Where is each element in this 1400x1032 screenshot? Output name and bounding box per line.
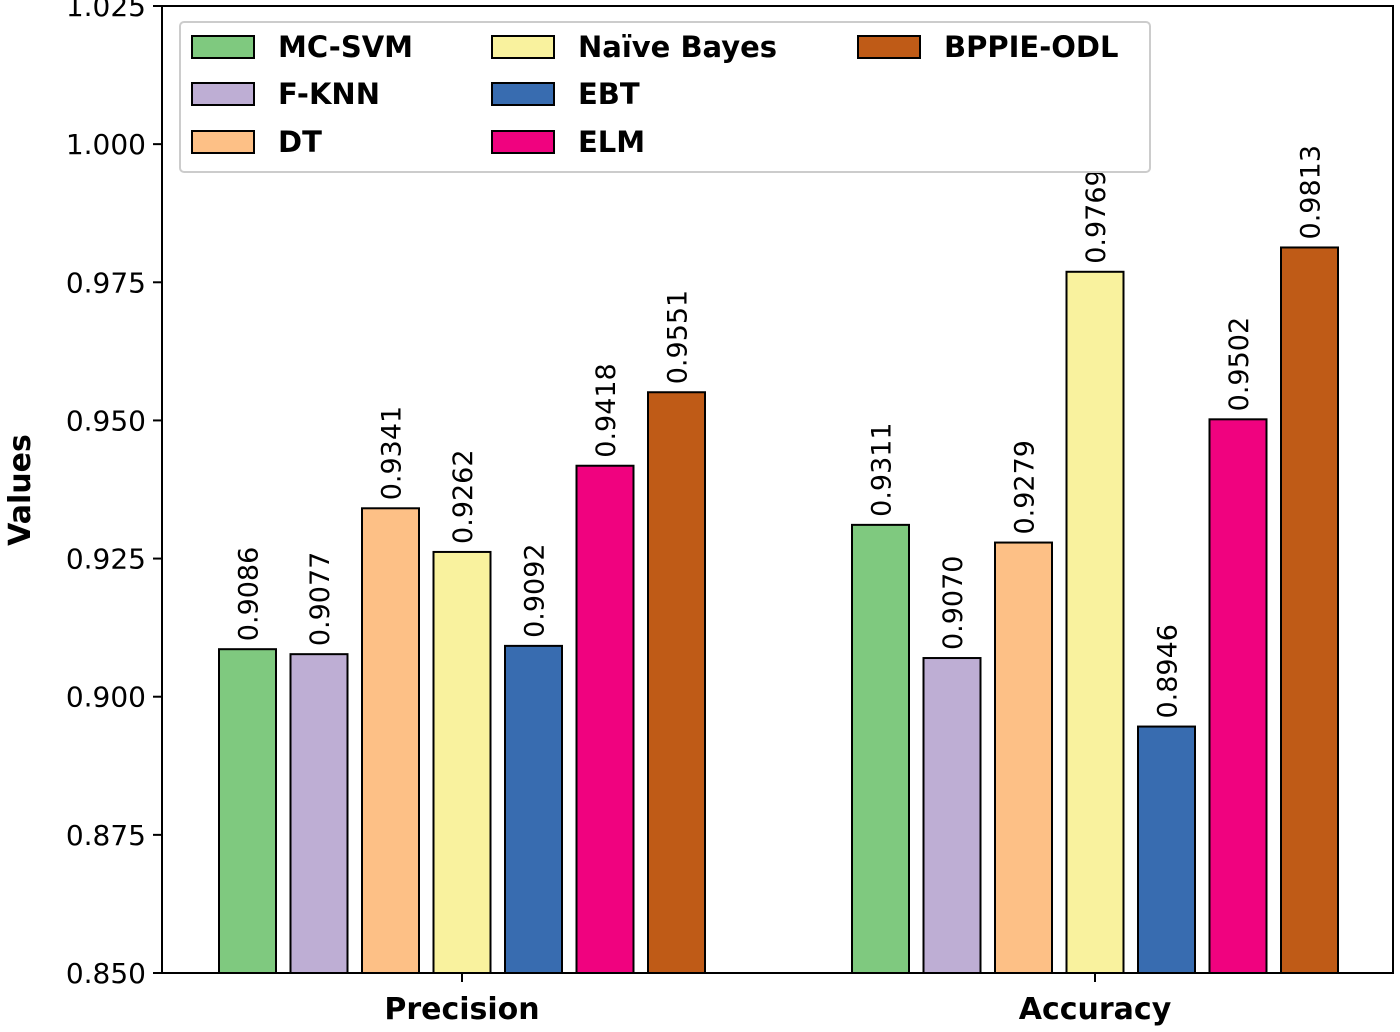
bar-bppie-odl-accuracy bbox=[1280, 246, 1339, 975]
legend-swatch bbox=[491, 130, 555, 154]
legend-label: MC-SVM bbox=[278, 30, 413, 64]
bar-dt-precision bbox=[361, 507, 420, 974]
legend-swatch bbox=[857, 35, 921, 59]
bar-f-knn-accuracy bbox=[922, 657, 982, 975]
data-label: 0.9311 bbox=[867, 422, 898, 516]
legend-swatch bbox=[191, 35, 255, 59]
data-label: 0.9341 bbox=[377, 406, 408, 500]
legend-swatch bbox=[491, 82, 555, 106]
data-label: 0.9092 bbox=[520, 543, 551, 637]
x-tick-label-precision: Precision bbox=[384, 992, 539, 1027]
y-tick-label: 1.000 bbox=[66, 128, 146, 161]
legend-label: ELM bbox=[578, 125, 645, 159]
bar-bppie-odl-precision bbox=[647, 391, 706, 974]
legend-label: DT bbox=[278, 125, 322, 159]
legend-swatch bbox=[191, 130, 255, 154]
y-axis: 0.850 0.875 0.900 0.925 0.950 0.975 1.000 1.025 bbox=[66, 0, 162, 990]
legend-box bbox=[179, 21, 1151, 173]
plot-border bbox=[161, 5, 1394, 974]
data-label: 0.9279 bbox=[1010, 440, 1041, 534]
plot-area bbox=[161, 5, 1394, 974]
data-label: 0.8946 bbox=[1153, 624, 1184, 718]
legend-label: F-KNN bbox=[278, 77, 380, 111]
legend-label: BPPIE-ODL bbox=[944, 30, 1118, 64]
legend-swatch bbox=[491, 35, 555, 59]
x-axis: Precision Accuracy bbox=[384, 973, 1172, 1027]
x-tick-label-accuracy: Accuracy bbox=[1019, 992, 1172, 1027]
bar-ebt-precision bbox=[504, 644, 563, 974]
data-label: 0.9551 bbox=[663, 290, 694, 384]
data-label: 0.9769 bbox=[1081, 169, 1112, 263]
data-label: 0.9086 bbox=[234, 547, 265, 641]
legend-swatch bbox=[191, 82, 255, 106]
data-label: 0.9813 bbox=[1296, 145, 1327, 239]
y-tick-label: 0.850 bbox=[66, 957, 146, 990]
bar-na-ve-bayes-accuracy bbox=[1065, 270, 1125, 974]
bar-mc-svm-precision bbox=[218, 648, 277, 974]
bar-dt-accuracy bbox=[994, 541, 1053, 975]
y-tick-label: 0.875 bbox=[66, 819, 146, 852]
legend-label: EBT bbox=[578, 77, 640, 111]
y-tick-label: 0.975 bbox=[66, 266, 146, 299]
bar-ebt-accuracy bbox=[1137, 725, 1196, 975]
bar-elm-precision bbox=[575, 464, 635, 974]
bar-na-ve-bayes-precision bbox=[432, 550, 492, 974]
legend: MC-SVM F-KNN DT Naïve Bayes EBT ELM BPPIE-ODL bbox=[179, 21, 1151, 173]
bar-f-knn-precision bbox=[289, 653, 349, 974]
bars: 0.9086 0.9077 0.9341 0.9262 0.9092 0.9418 0.95… bbox=[218, 145, 1339, 975]
data-label: 0.9070 bbox=[938, 556, 969, 650]
y-tick-label: 0.900 bbox=[66, 681, 146, 714]
legend-label: Naïve Bayes bbox=[578, 30, 777, 64]
data-label: 0.9502 bbox=[1224, 317, 1255, 411]
bar-elm-accuracy bbox=[1208, 418, 1268, 974]
bar-mc-svm-accuracy bbox=[851, 523, 910, 974]
y-axis-label: Values bbox=[3, 434, 38, 546]
y-tick-label: 0.925 bbox=[66, 543, 146, 576]
y-tick-label: 0.950 bbox=[66, 404, 146, 437]
y-tick-label: 1.025 bbox=[66, 0, 146, 23]
data-label: 0.9262 bbox=[448, 449, 479, 543]
data-label: 0.9418 bbox=[591, 363, 622, 457]
data-label: 0.9077 bbox=[305, 552, 336, 646]
